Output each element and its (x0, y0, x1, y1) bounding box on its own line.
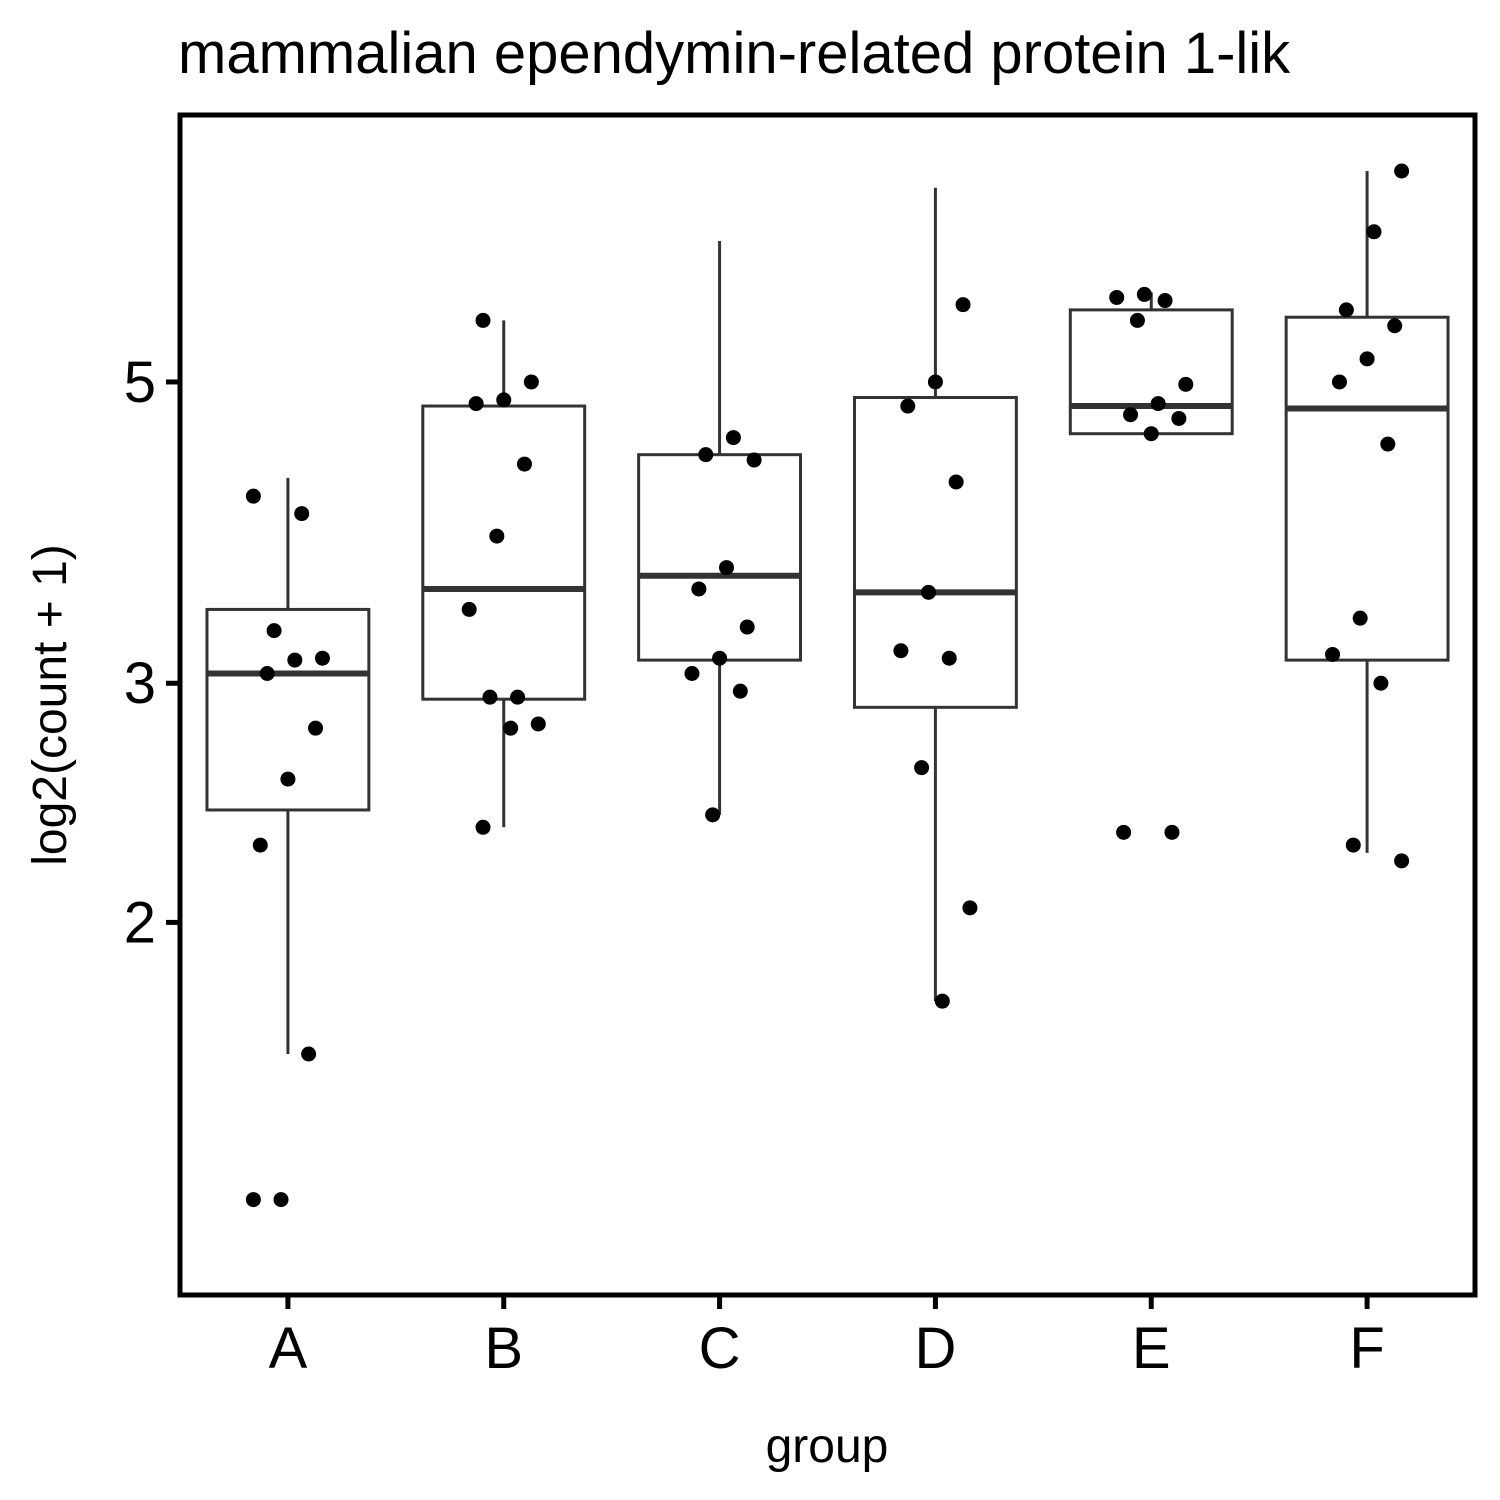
data-point (1394, 163, 1410, 179)
chart-title: mammalian ependymin-related protein 1-li… (178, 21, 1291, 86)
data-point (1143, 426, 1159, 442)
y-tick-label: 5 (124, 350, 156, 415)
axes: 2 3 5 A B C D E F (124, 350, 1385, 1381)
x-tick-label: D (914, 1316, 956, 1381)
data-point (461, 601, 477, 617)
x-axis-title: group (766, 1420, 889, 1473)
data-point (314, 650, 330, 666)
data-point (1178, 376, 1194, 392)
box-group-e (1068, 292, 1234, 436)
box (852, 395, 1018, 709)
data-point (725, 430, 741, 446)
data-point (1123, 407, 1139, 423)
data-point (1129, 312, 1145, 328)
plot-area (205, 163, 1450, 1208)
box-group-c (637, 240, 803, 815)
data-point (468, 396, 484, 412)
x-tick-label: C (699, 1316, 741, 1381)
data-point (1394, 853, 1410, 869)
x-tick-label: E (1132, 1316, 1171, 1381)
box-group-d (852, 187, 1018, 1002)
data-point (691, 581, 707, 597)
data-point (732, 683, 748, 699)
data-point (1116, 824, 1132, 840)
data-point (1338, 302, 1354, 318)
data-point (510, 689, 526, 705)
box-group-f (1284, 170, 1450, 853)
data-point (516, 456, 532, 472)
data-point (900, 398, 916, 414)
data-point (1157, 293, 1173, 309)
x-tick-label: A (269, 1316, 308, 1381)
data-point (746, 452, 762, 468)
y-tick-label: 3 (124, 651, 156, 716)
data-point (921, 584, 937, 600)
data-point (698, 447, 714, 463)
data-point (482, 689, 498, 705)
data-point (1136, 286, 1152, 302)
plot-panel-border (177, 112, 1478, 1298)
data-point (1387, 318, 1403, 334)
data-point (705, 807, 721, 823)
data-point (1380, 436, 1396, 452)
data-point (739, 619, 755, 635)
data-point (252, 837, 268, 853)
data-point (1331, 374, 1347, 390)
data-point (718, 560, 734, 576)
data-point (259, 665, 275, 681)
box (421, 404, 587, 701)
data-point (530, 716, 546, 732)
data-point (475, 312, 491, 328)
data-point (914, 760, 930, 776)
data-point (712, 650, 728, 666)
data-point (1109, 289, 1125, 305)
data-point (1359, 351, 1375, 367)
data-point (523, 374, 539, 390)
data-point (941, 650, 957, 666)
data-point (475, 819, 491, 835)
data-point (962, 900, 978, 916)
data-point (948, 474, 964, 490)
box (1284, 315, 1450, 662)
y-axis-title: log2(count + 1) (24, 544, 77, 866)
data-point (245, 1192, 261, 1208)
data-point (927, 374, 943, 390)
data-point (245, 488, 261, 504)
data-point (280, 771, 296, 787)
y-tick-label: 2 (124, 890, 156, 955)
data-point (294, 506, 310, 522)
data-point (301, 1046, 317, 1062)
box (637, 453, 803, 662)
data-point (266, 623, 282, 639)
box-group-b (421, 320, 587, 828)
data-point (1366, 224, 1382, 240)
data-point (489, 528, 505, 544)
data-point (308, 720, 324, 736)
data-point (1164, 824, 1180, 840)
data-point (287, 652, 303, 668)
data-point (1325, 646, 1341, 662)
data-point (273, 1192, 289, 1208)
data-point (955, 297, 971, 313)
data-point (1150, 396, 1166, 412)
data-point (1345, 837, 1361, 853)
data-point (893, 643, 909, 659)
x-tick-label: F (1349, 1316, 1384, 1381)
box (1068, 308, 1234, 436)
data-point (934, 993, 950, 1009)
data-point (496, 392, 512, 408)
data-point (503, 720, 519, 736)
data-point (1352, 610, 1368, 626)
x-tick-label: B (484, 1316, 523, 1381)
data-point (1373, 675, 1389, 691)
data-point (1171, 410, 1187, 426)
data-point (684, 665, 700, 681)
